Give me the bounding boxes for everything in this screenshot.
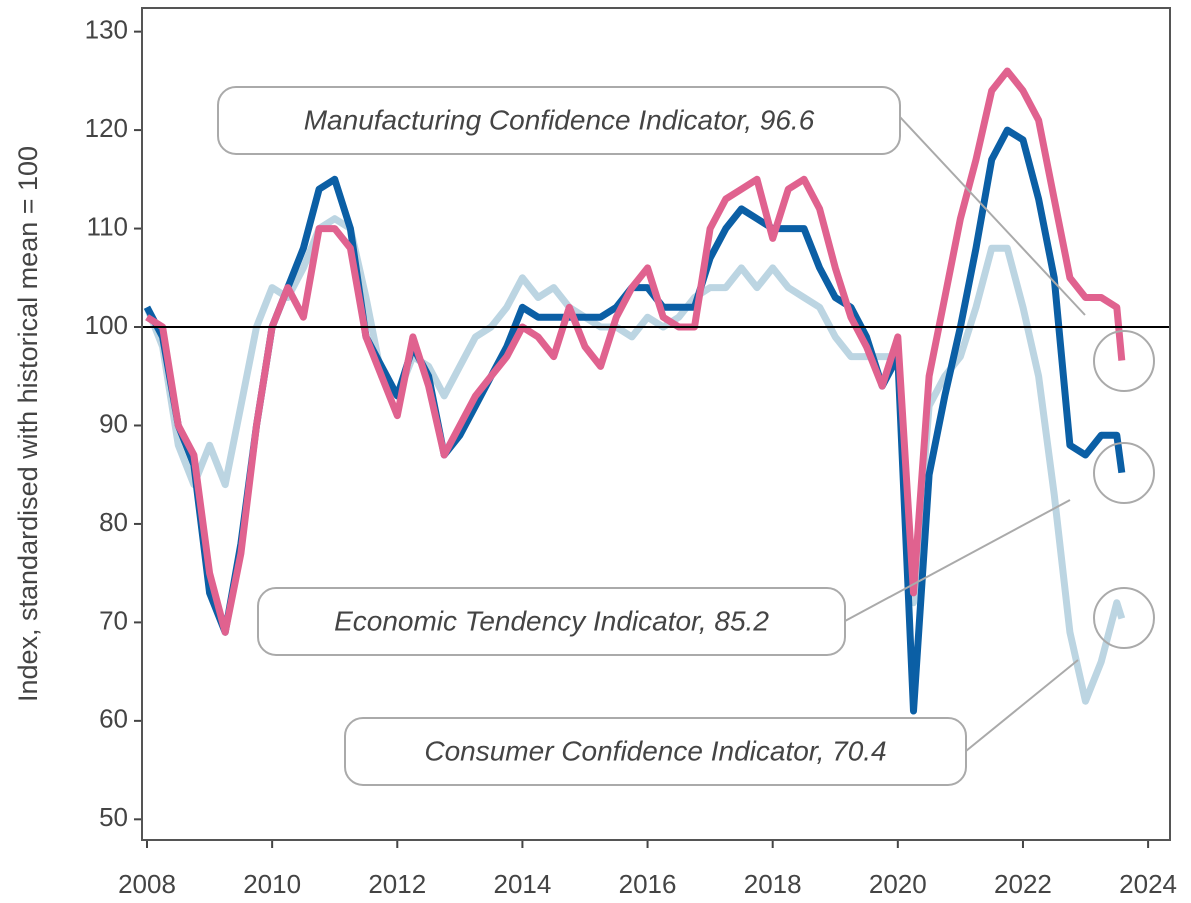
- series-line: [145, 67, 1126, 636]
- x-tick-label: 2024: [1119, 869, 1177, 899]
- x-tick-label: 2010: [243, 869, 301, 899]
- x-tick-label: 2014: [493, 869, 551, 899]
- annotation-box: [344, 717, 967, 786]
- annotation-text: Consumer Confidence Indicator, 70.4: [424, 735, 886, 766]
- x-tick-label: 2016: [619, 869, 677, 899]
- annotation-text: Economic Tendency Indicator, 85.2: [334, 605, 769, 636]
- annotation-connector: [965, 659, 1079, 752]
- y-tick-label: 90: [99, 408, 128, 438]
- y-tick-label: 80: [99, 507, 128, 537]
- annotation-connector: [844, 499, 1071, 622]
- y-tick-label: 130: [85, 15, 128, 45]
- annotation-box: [217, 86, 901, 155]
- annotation-circle: [1093, 442, 1155, 504]
- y-axis-label: Index, standardised with historical mean…: [13, 146, 43, 702]
- annotation-box: [257, 587, 846, 656]
- y-tick-label: 100: [85, 310, 128, 340]
- plot-frame: [141, 7, 1171, 841]
- y-tick-label: 110: [87, 211, 128, 241]
- x-tick-label: 2022: [994, 869, 1052, 899]
- x-tick-label: 2008: [118, 869, 176, 899]
- y-tick-label: 70: [99, 605, 128, 635]
- x-tick-label: 2020: [869, 869, 927, 899]
- annotation-circle: [1093, 330, 1155, 392]
- annotation-circle: [1093, 587, 1155, 649]
- y-tick-label: 60: [99, 704, 128, 734]
- annotation-connector: [899, 116, 1086, 316]
- x-tick-label: 2018: [744, 869, 802, 899]
- annotation-text: Manufacturing Confidence Indicator, 96.6: [304, 104, 815, 135]
- y-tick-label: 120: [85, 113, 128, 143]
- x-tick-label: 2012: [368, 869, 426, 899]
- y-tick-label: 50: [99, 802, 128, 832]
- series-line: [143, 126, 1126, 715]
